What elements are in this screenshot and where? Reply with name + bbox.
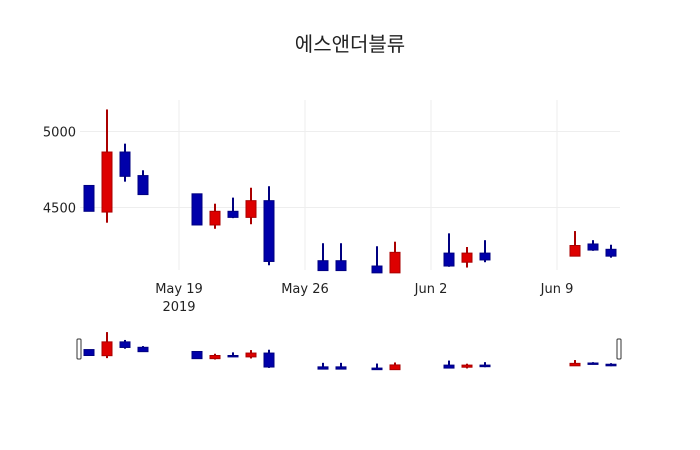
y-tick-label: 4500 bbox=[43, 202, 76, 217]
range-slider-handle[interactable] bbox=[76, 338, 82, 360]
chart-title: 에스앤더블류 bbox=[294, 32, 406, 56]
candle[interactable] bbox=[461, 247, 473, 268]
candle[interactable] bbox=[245, 187, 257, 225]
x-tick-label: May 26 bbox=[281, 282, 329, 297]
candle[interactable] bbox=[191, 193, 203, 226]
candle[interactable] bbox=[335, 362, 347, 370]
candle[interactable] bbox=[587, 240, 599, 251]
candle[interactable] bbox=[263, 349, 275, 368]
candle[interactable] bbox=[245, 350, 257, 359]
candle[interactable] bbox=[137, 346, 149, 353]
candle[interactable] bbox=[209, 203, 221, 229]
candle[interactable] bbox=[371, 246, 383, 274]
candle[interactable] bbox=[119, 143, 131, 182]
candle[interactable] bbox=[443, 233, 455, 267]
x-tick-year: 2019 bbox=[162, 300, 195, 315]
candle[interactable] bbox=[389, 241, 401, 274]
candle[interactable] bbox=[209, 353, 221, 360]
x-tick-label: Jun 9 bbox=[540, 282, 574, 297]
candle[interactable] bbox=[137, 170, 149, 196]
candle[interactable] bbox=[605, 244, 617, 258]
candle[interactable] bbox=[227, 352, 239, 358]
candle[interactable] bbox=[119, 339, 131, 349]
candle[interactable] bbox=[101, 109, 113, 223]
range-slider[interactable] bbox=[76, 332, 622, 371]
candle[interactable] bbox=[443, 360, 455, 369]
candle[interactable] bbox=[569, 231, 581, 257]
candle[interactable] bbox=[371, 363, 383, 371]
x-tick-label: Jun 2 bbox=[414, 282, 448, 297]
candle[interactable] bbox=[191, 350, 203, 360]
x-axis-ticks: May 19 2019 May 26 Jun 2 Jun 9 bbox=[155, 282, 573, 315]
candle[interactable] bbox=[605, 363, 617, 367]
candle[interactable] bbox=[101, 332, 113, 359]
candle[interactable] bbox=[389, 362, 401, 371]
candle[interactable] bbox=[587, 362, 599, 365]
candle[interactable] bbox=[479, 362, 491, 368]
candle[interactable] bbox=[461, 363, 473, 369]
range-slider-handle[interactable] bbox=[616, 338, 622, 360]
x-tick-label: May 19 bbox=[155, 282, 203, 297]
candle[interactable] bbox=[479, 240, 491, 263]
candle[interactable] bbox=[335, 243, 347, 272]
candle[interactable] bbox=[83, 184, 95, 212]
candle[interactable] bbox=[317, 243, 329, 272]
gridlines bbox=[80, 100, 620, 270]
candle[interactable] bbox=[263, 186, 275, 266]
candles bbox=[83, 109, 617, 274]
candle[interactable] bbox=[83, 349, 95, 357]
candle[interactable] bbox=[569, 360, 581, 367]
candle[interactable] bbox=[317, 362, 329, 370]
candle[interactable] bbox=[227, 197, 239, 219]
y-tick-label: 5000 bbox=[43, 126, 76, 141]
y-axis-ticks: 4500 5000 bbox=[43, 126, 76, 217]
